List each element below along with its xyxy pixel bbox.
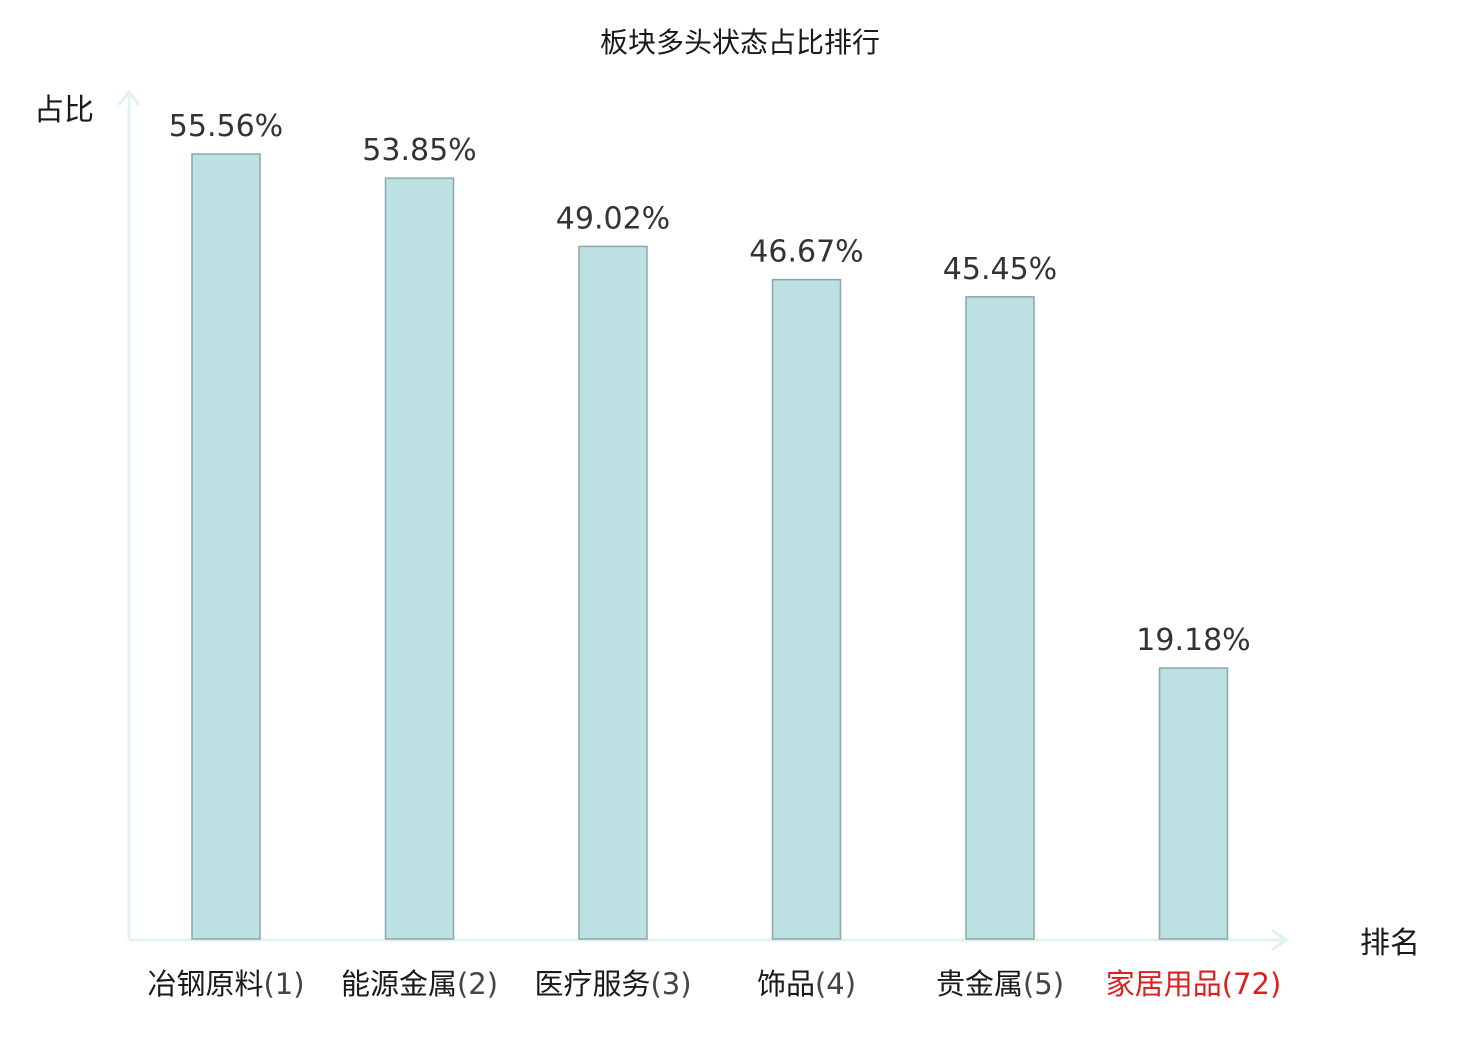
category-name: 冶钢原料 <box>147 967 263 1001</box>
category-label: 医疗服务(3) <box>534 967 691 1001</box>
category-label: 家居用品(72) <box>1106 967 1282 1001</box>
category-rank: (72) <box>1222 967 1282 1001</box>
category-label: 冶钢原料(1) <box>147 967 304 1001</box>
chart-title: 板块多头状态占比排行 <box>600 26 880 59</box>
x-axis-label: 排名 <box>1360 926 1420 961</box>
bar <box>1158 667 1229 940</box>
category-name: 贵金属 <box>936 967 1023 1001</box>
category-name: 医疗服务 <box>534 967 650 1001</box>
category-rank: (1) <box>263 967 304 1001</box>
category-labels-group: 冶钢原料(1) 能源金属(2) 医疗服务(3) 饰品(4) 贵金属(5) 家居用品(72) <box>147 967 1281 1001</box>
category-rank: (3) <box>650 967 691 1001</box>
value-label: 19.18% <box>1136 623 1250 658</box>
bar <box>191 153 261 940</box>
bars-group <box>191 153 1229 940</box>
category-rank: (2) <box>457 967 498 1001</box>
category-name: 家居用品 <box>1106 967 1222 1001</box>
category-label: 贵金属(5) <box>936 967 1064 1001</box>
category-name: 饰品 <box>757 967 815 1001</box>
value-label: 45.45% <box>943 252 1057 287</box>
category-name: 能源金属 <box>341 967 457 1001</box>
value-label: 53.85% <box>362 133 476 168</box>
value-label: 49.02% <box>556 201 670 236</box>
bar <box>965 296 1035 940</box>
value-label: 55.56% <box>169 109 283 144</box>
axes <box>117 89 1289 952</box>
category-rank: (5) <box>1023 967 1064 1001</box>
bar <box>578 245 648 940</box>
category-rank: (4) <box>815 967 856 1001</box>
value-labels-group: 55.56% 53.85% 49.02% 46.67% 45.45% 19.18% <box>169 109 1251 658</box>
y-axis-label: 占比 <box>34 93 94 128</box>
category-label: 能源金属(2) <box>341 967 498 1001</box>
bar <box>771 278 842 940</box>
category-label: 饰品(4) <box>757 967 856 1001</box>
x-axis-arrow-icon <box>1271 928 1289 952</box>
bar <box>384 177 455 940</box>
y-axis-arrow-icon <box>117 89 141 106</box>
value-label: 46.67% <box>749 235 863 270</box>
